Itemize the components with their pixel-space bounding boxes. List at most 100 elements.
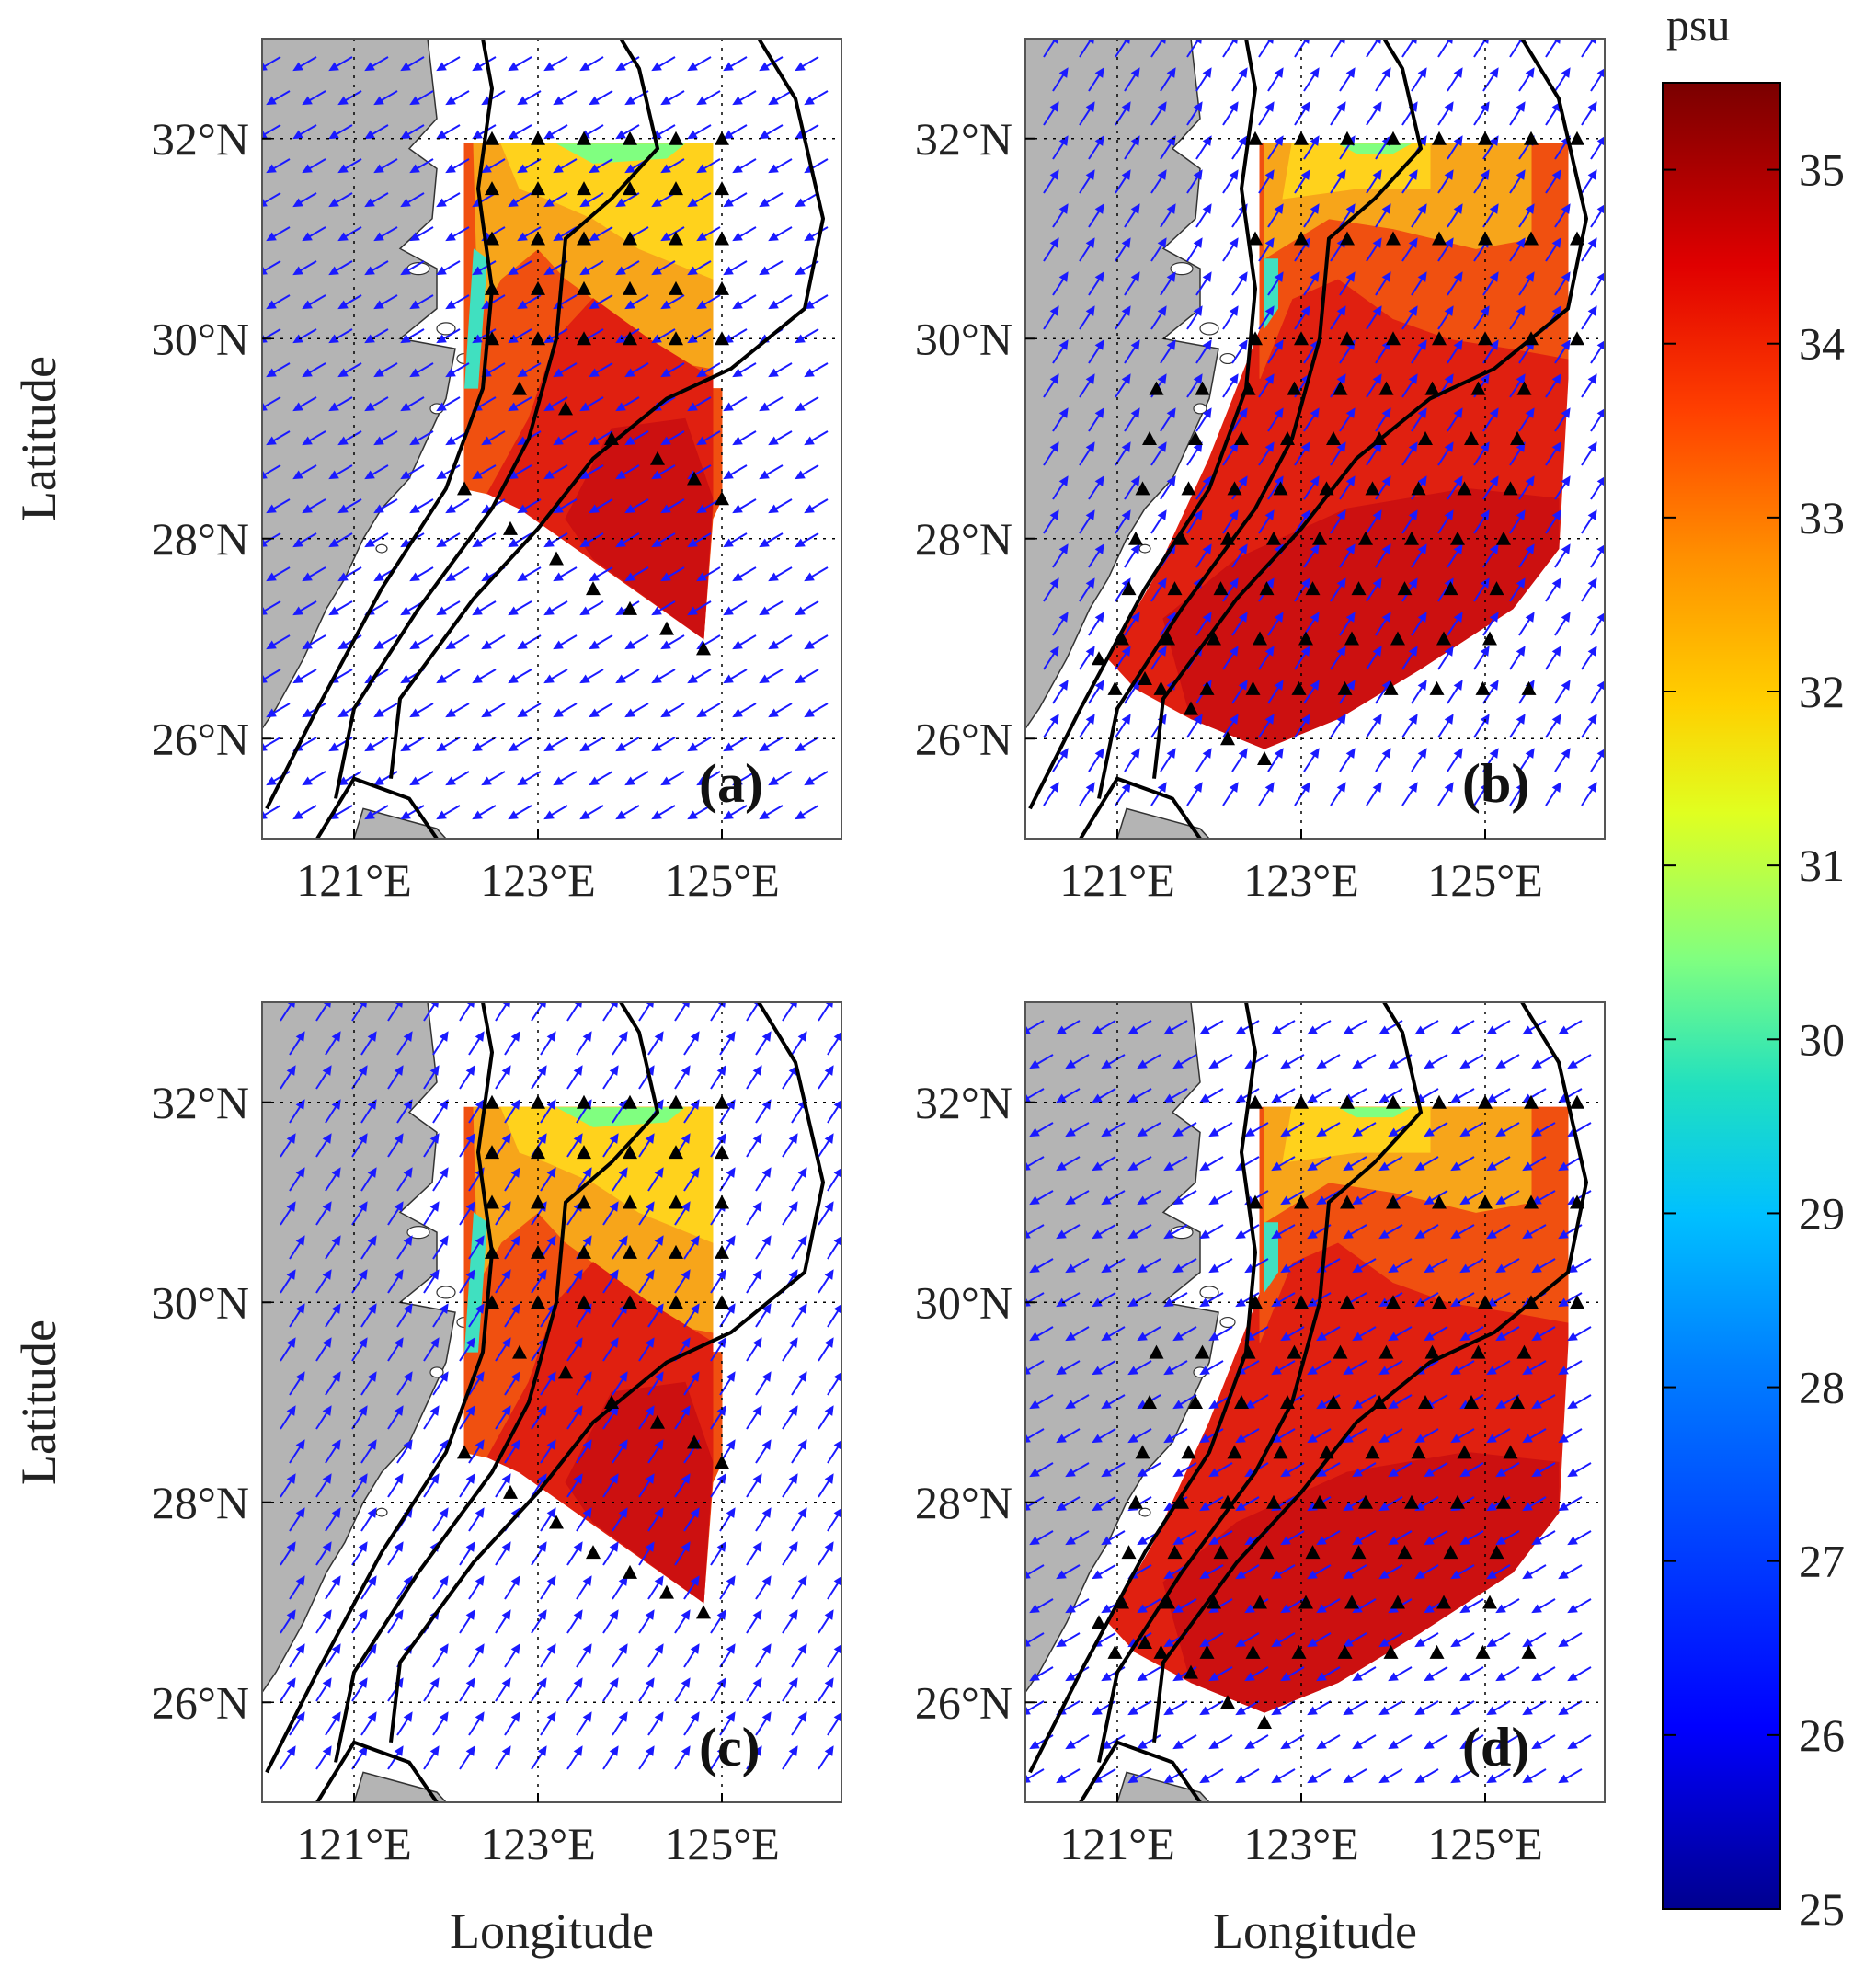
- wind-arrowhead: [1029, 1332, 1040, 1342]
- wind-arrowhead: [1388, 1059, 1399, 1069]
- wind-arrowhead: [624, 708, 635, 718]
- wind-arrowhead: [1531, 1059, 1542, 1069]
- wind-arrowhead: [660, 708, 671, 718]
- wind-arrowhead: [660, 232, 671, 242]
- wind-arrowhead: [1372, 169, 1382, 180]
- isobath-line: [1079, 1740, 1202, 1802]
- wind-arrowhead: [1424, 1195, 1435, 1206]
- wind-arrowhead: [1271, 1161, 1282, 1172]
- lat-tick-label: 28°N: [915, 1477, 1012, 1528]
- wind-arrowhead: [1516, 577, 1526, 589]
- wind-arrowhead: [292, 538, 303, 548]
- wind-arrowhead: [1486, 1434, 1497, 1444]
- wind-arrowhead: [331, 1643, 341, 1654]
- wind-arrowhead: [723, 810, 734, 820]
- station-marker: [623, 280, 637, 295]
- colorbar-unit: psu: [1666, 0, 1730, 51]
- station-marker: [669, 231, 683, 246]
- wind-arrowhead: [660, 776, 671, 786]
- wind-arrowhead: [465, 1541, 475, 1552]
- wind-arrowhead: [394, 1269, 404, 1280]
- wind-arrowhead: [1085, 441, 1095, 452]
- wind-arrowhead: [1058, 543, 1069, 554]
- wind-arrowhead: [1525, 271, 1535, 282]
- wind-arrowhead: [358, 1269, 368, 1280]
- wind-arrowhead: [1388, 1468, 1399, 1478]
- wind-arrowhead: [472, 742, 483, 752]
- wind-arrowhead: [445, 232, 456, 242]
- station-marker: [1241, 1344, 1256, 1359]
- wind-arrowhead: [645, 1405, 655, 1416]
- wind-arrowhead: [732, 164, 743, 174]
- wind-arrowhead: [328, 742, 339, 752]
- wind-arrowhead: [1343, 1025, 1354, 1035]
- wind-arrowhead: [1388, 1127, 1399, 1137]
- wind-arrowhead: [609, 1541, 619, 1552]
- wind-arrowhead: [1065, 1740, 1076, 1750]
- wind-arrowhead: [1307, 1434, 1318, 1444]
- wind-arrowhead: [537, 1133, 547, 1144]
- wind-arrowhead: [445, 164, 456, 174]
- map-panel-c: 121°E 123°E 125°E32°N30°N28°N26°N(c)Longit…: [11, 1001, 842, 1959]
- wind-arrowhead: [1244, 1127, 1255, 1137]
- wind-arrowhead: [481, 708, 492, 718]
- station-marker: [1253, 1595, 1267, 1609]
- wind-arrowhead: [1157, 441, 1167, 452]
- wind-arrowhead: [1489, 339, 1499, 350]
- wind-arrowhead: [824, 1201, 834, 1212]
- wind-arrowhead: [465, 1133, 475, 1144]
- wind-arrowhead: [1163, 1706, 1174, 1716]
- wind-arrowhead: [1172, 1400, 1184, 1410]
- wind-arrowhead: [1453, 475, 1463, 486]
- station-marker: [715, 491, 729, 506]
- wind-arrowhead: [1271, 1706, 1282, 1716]
- wind-arrowhead: [543, 810, 555, 820]
- station-marker: [1092, 651, 1106, 666]
- wind-arrowhead: [1127, 1161, 1138, 1172]
- wind-arrowhead: [436, 402, 447, 412]
- wind-arrowhead: [1414, 1638, 1425, 1648]
- wind-arrowhead: [400, 674, 411, 684]
- wind-arrowhead: [1235, 1434, 1246, 1444]
- station-marker: [1188, 431, 1203, 445]
- wind-arrowhead: [1280, 1127, 1291, 1137]
- wind-arrowhead: [1238, 475, 1248, 486]
- isobath-contours: [265, 1002, 826, 1802]
- station-marker: [1340, 1194, 1355, 1209]
- station-marker: [485, 181, 499, 196]
- wind-arrowhead: [373, 436, 384, 446]
- wind-arrowhead: [394, 1201, 404, 1212]
- wind-arrowhead: [1193, 782, 1203, 793]
- wind-arrowhead: [1450, 1366, 1461, 1376]
- wind-arrowhead: [322, 1337, 332, 1348]
- wind-arrowhead: [681, 1609, 691, 1620]
- island-coast: [436, 1286, 456, 1299]
- wind-arrowhead: [436, 334, 447, 344]
- wind-arrowhead: [475, 1575, 485, 1586]
- wind-arrowhead: [609, 1337, 619, 1348]
- wind-arrowhead: [302, 232, 313, 242]
- wind-arrowhead: [445, 708, 456, 718]
- wind-arrowhead: [1495, 1536, 1506, 1546]
- station-marker: [1248, 231, 1263, 246]
- wind-arrowhead: [1316, 1672, 1327, 1682]
- wind-arrowhead: [1558, 1774, 1569, 1784]
- wind-arrowhead: [1408, 237, 1418, 248]
- wind-arrowhead: [1343, 1161, 1354, 1172]
- wind-arrowhead: [1101, 1536, 1112, 1546]
- wind-arrowhead: [1372, 577, 1382, 589]
- wind-arrowhead: [573, 1677, 583, 1688]
- wind-arrowhead: [1172, 1536, 1184, 1546]
- station-marker: [1184, 1664, 1198, 1679]
- wind-arrowhead: [1065, 1059, 1076, 1069]
- wind-arrowhead: [1137, 1127, 1148, 1137]
- wind-arrowhead: [1381, 67, 1391, 78]
- wind-arrowhead: [732, 96, 743, 106]
- station-marker: [1326, 1395, 1341, 1409]
- wind-arrowhead: [543, 538, 555, 548]
- station-marker: [1344, 1595, 1359, 1609]
- wind-arrowhead: [1193, 237, 1203, 248]
- wind-arrowhead: [1058, 612, 1069, 623]
- wind-arrowhead: [322, 1133, 332, 1144]
- wind-arrowhead: [618, 1371, 628, 1382]
